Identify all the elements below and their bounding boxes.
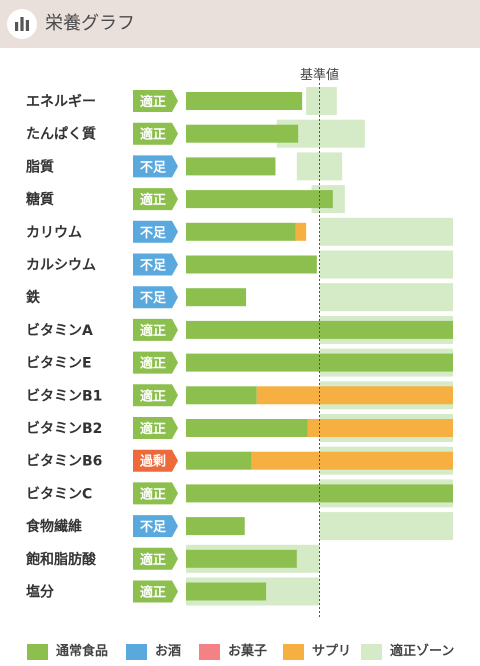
status-badge-8	[133, 351, 178, 374]
legend-swatch-2	[199, 644, 220, 660]
optimal-zone-13	[319, 512, 453, 541]
bar-11-series-3	[251, 451, 453, 470]
status-badge-label-8: 適正	[140, 356, 166, 372]
category-label-7: ビタミンA	[26, 323, 93, 339]
bar-2-series-0	[186, 157, 276, 176]
category-label-8: ビタミンE	[26, 356, 92, 372]
status-badge-1	[133, 122, 178, 145]
category-label-5: カルシウム	[26, 258, 96, 274]
legend: 通常食品 お酒 お菓子 サプリ 適正ゾーン	[0, 640, 480, 662]
category-label-15: 塩分	[26, 584, 54, 601]
legend-swatch-4	[361, 644, 382, 660]
bar-9-series-3	[256, 386, 453, 405]
status-badge-label-0: 適正	[140, 94, 166, 110]
status-badge-5	[133, 253, 178, 276]
legend-label-3: サプリ	[312, 644, 352, 659]
status-badge-10	[133, 417, 178, 439]
status-badge-2	[133, 155, 178, 178]
category-label-2: 脂質	[25, 158, 54, 175]
optimal-zone-6	[319, 283, 453, 312]
category-label-12: ビタミンC	[26, 486, 92, 502]
bar-6-series-0	[186, 288, 247, 307]
legend-swatch-0	[27, 644, 48, 660]
status-badge-13	[133, 515, 178, 538]
status-badge-6	[133, 286, 178, 309]
nutrition-chart: 基準値エネルギー 適正たんぱく質 適正脂質 不足糖質 適正カリウム 不足カルシウム 不足鉄不…	[25, 67, 453, 617]
bar-11-series-0	[186, 451, 252, 470]
bar-5-series-0	[186, 255, 317, 274]
header: 栄養グラフ	[0, 0, 480, 48]
status-badge-label-12: 適正	[140, 486, 166, 502]
bar-8-series-0	[186, 353, 453, 372]
category-label-9: ビタミンB1	[26, 388, 102, 404]
reference-label: 基準値	[300, 67, 339, 83]
optimal-zone-5	[319, 250, 453, 279]
page-title: 栄養グラフ	[45, 13, 135, 34]
status-badge-label-6: 不足	[140, 291, 167, 306]
status-badge-label-7: 適正	[140, 323, 166, 339]
status-badge-11	[133, 449, 178, 472]
bar-1-series-0	[186, 124, 299, 143]
status-badge-4	[133, 220, 178, 243]
status-badge-0	[133, 90, 178, 112]
status-badge-label-10: 適正	[140, 421, 166, 437]
status-badge-label-9: 適正	[140, 388, 166, 404]
bar-3-series-0	[186, 190, 333, 209]
status-badge-7	[133, 318, 178, 341]
legend-label-1: お酒	[155, 644, 182, 659]
optimal-zone-0	[306, 87, 337, 115]
status-badge-14	[133, 547, 178, 570]
category-label-1: たんぱく質	[26, 126, 96, 143]
bar-12-series-0	[186, 484, 453, 503]
status-badge-12	[133, 482, 178, 505]
bar-4-series-0	[186, 222, 296, 241]
category-label-4: カリウム	[26, 225, 82, 241]
category-label-0: エネルギー	[26, 93, 96, 110]
status-badge-label-3: 適正	[140, 192, 166, 208]
status-badge-label-1: 適正	[140, 127, 166, 143]
legend-swatch-3	[283, 644, 304, 660]
status-badge-label-15: 適正	[140, 585, 166, 601]
status-badge-label-13: 不足	[140, 520, 167, 535]
category-label-11: ビタミンB6	[26, 454, 102, 470]
status-badge-label-4: 不足	[140, 226, 167, 241]
category-label-10: ビタミンB2	[26, 421, 102, 437]
bar-7-series-0	[186, 320, 453, 339]
legend-label-2: お菓子	[228, 644, 268, 659]
status-badge-label-2: 不足	[140, 160, 167, 175]
bar-0-series-0	[186, 92, 303, 110]
bar-13-series-0	[186, 517, 245, 536]
status-badge-9	[133, 384, 178, 407]
bar-4-series-3	[295, 222, 307, 241]
status-badge-label-14: 適正	[140, 552, 166, 568]
category-label-6: 鉄	[26, 289, 41, 306]
legend-swatch-1	[126, 644, 147, 660]
optimal-zone-4	[319, 217, 453, 246]
bar-15-series-0	[186, 582, 267, 601]
status-badge-label-11: 過剰	[139, 454, 166, 470]
bar-9-series-0	[186, 386, 257, 405]
bar-10-series-0	[186, 419, 308, 437]
status-badge-15	[133, 580, 178, 603]
status-badge-label-5: 不足	[140, 259, 167, 274]
legend-label-4: 適正ゾーン	[390, 644, 455, 659]
category-label-13: 食物繊維	[26, 518, 82, 535]
bar-14-series-0	[186, 549, 297, 568]
status-badge-3	[133, 188, 178, 211]
category-label-14: 飽和脂肪酸	[25, 551, 97, 568]
category-label-3: 糖質	[26, 191, 54, 208]
legend-label-0: 通常食品	[56, 644, 109, 659]
bar-10-series-3	[307, 419, 453, 437]
bar-chart-icon	[7, 9, 37, 39]
